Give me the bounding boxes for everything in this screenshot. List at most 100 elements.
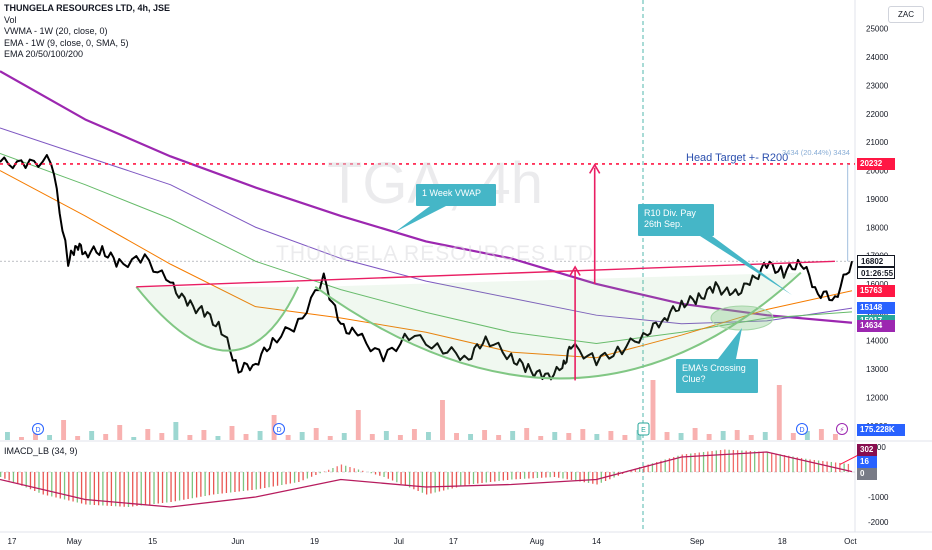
- dividend-callout[interactable]: R10 Div. Pay 26th Sep.: [638, 204, 714, 236]
- macd-histogram-bar: [80, 472, 83, 504]
- x-tick-label: Sep: [690, 537, 705, 546]
- macd-histogram-bar: [592, 472, 594, 484]
- legend-ema[interactable]: EMA - 1W (9, close, 0, SMA, 5): [4, 37, 129, 48]
- ema-callout-pointer: [718, 328, 742, 359]
- volume-bar: [790, 433, 796, 440]
- volume-bar: [369, 434, 375, 440]
- macd-legend[interactable]: IMACD_LB (34, 9): [4, 446, 78, 456]
- macd-histogram-bar: [255, 472, 257, 490]
- volume-bar: [411, 429, 417, 440]
- macd-histogram-bar: [285, 472, 287, 485]
- macd-y-tick-label: -2000: [868, 518, 889, 527]
- macd-histogram-bar: [400, 472, 402, 484]
- macd-histogram-bar: [822, 460, 824, 472]
- macd-histogram-bar: [97, 472, 100, 506]
- macd-histogram-bar: [396, 472, 398, 483]
- legend-ema-multi[interactable]: EMA 20/50/100/200: [4, 49, 84, 59]
- macd-histogram-bar: [247, 472, 249, 491]
- macd-histogram-bar: [136, 472, 138, 506]
- x-tick-label: May: [67, 537, 82, 546]
- macd-histogram-bar: [204, 472, 206, 496]
- macd-histogram-bar: [485, 472, 487, 483]
- macd-histogram-bar: [0, 472, 2, 477]
- macd-histogram-bar: [736, 450, 739, 472]
- volume-bar: [229, 426, 235, 440]
- macd-value-label: 0: [857, 468, 877, 480]
- ema-callout-line1: EMA's Crossing: [682, 363, 746, 373]
- macd-value-label: 302: [857, 444, 877, 456]
- volume-bar: [243, 434, 249, 440]
- macd-histogram-bar: [281, 472, 283, 485]
- price-label: 15148: [857, 302, 895, 315]
- macd-histogram-bar: [387, 472, 389, 479]
- macd-histogram-bar: [230, 472, 232, 493]
- volume-bar: [327, 436, 333, 440]
- y-tick-label: 16000: [866, 280, 889, 289]
- macd-histogram-bar: [293, 472, 296, 483]
- volume-bar: [594, 434, 600, 440]
- volume-bar: [173, 422, 179, 440]
- volume-bar: [47, 435, 53, 440]
- macd-histogram-bar: [310, 472, 313, 477]
- volume-value-label: 175.228K: [857, 424, 905, 436]
- macd-histogram-bar: [447, 472, 449, 490]
- macd-histogram-bar: [817, 460, 820, 472]
- macd-histogram-bar: [413, 472, 415, 490]
- macd-histogram-bar: [724, 449, 726, 472]
- macd-histogram-bar: [541, 472, 543, 478]
- macd-histogram-bar: [643, 465, 645, 472]
- macd-histogram-bar: [796, 457, 798, 472]
- macd-histogram-bar: [34, 472, 36, 491]
- macd-histogram-bar: [191, 472, 193, 499]
- macd-histogram-bar: [732, 450, 735, 472]
- volume-bar: [762, 432, 768, 440]
- macd-pane: [0, 447, 873, 508]
- macd-histogram-bar: [553, 472, 556, 477]
- volume-bars: [5, 380, 838, 440]
- macd-histogram-bar: [843, 463, 845, 472]
- symbol-title[interactable]: THUNGELA RESOURCES LTD, 4h, JSE: [4, 3, 171, 13]
- legend-vwma[interactable]: VWMA - 1W (20, close, 0): [4, 26, 108, 36]
- macd-histogram-bar: [259, 472, 262, 489]
- macd-histogram-bar: [549, 472, 551, 478]
- macd-histogram-bar: [242, 472, 245, 491]
- x-tick-label: 18: [778, 537, 787, 546]
- volume-bar: [818, 429, 824, 440]
- macd-histogram-bar: [302, 472, 304, 481]
- legend-vol[interactable]: Vol: [4, 14, 17, 25]
- ema-crossing-ellipse: [710, 305, 774, 331]
- macd-histogram-bar: [251, 472, 253, 490]
- series-ema-100: [0, 153, 853, 345]
- dividend-marker-letter: D: [35, 427, 40, 434]
- macd-histogram-bar: [489, 472, 492, 482]
- chart-legend[interactable]: THUNGELA RESOURCES LTD, 4h, JSE Vol VWMA…: [4, 3, 170, 61]
- macd-value-label: 16: [857, 456, 877, 468]
- macd-histogram-bar: [421, 472, 424, 493]
- macd-histogram-bar: [166, 472, 168, 503]
- macd-histogram-bar: [502, 472, 504, 481]
- macd-histogram-bar: [451, 472, 453, 489]
- macd-histogram-bar: [8, 472, 10, 481]
- macd-histogram-bar: [340, 464, 343, 472]
- lightning-icon: [836, 423, 848, 435]
- macd-histogram-bar: [29, 472, 32, 490]
- macd-histogram-bar: [745, 450, 747, 472]
- y-tick-label: 18000: [866, 223, 889, 232]
- volume-bar: [468, 434, 474, 440]
- macd-histogram-bar: [566, 472, 568, 480]
- ema-crossing-callout[interactable]: EMA's Crossing Clue?: [676, 359, 758, 393]
- macd-histogram-bar: [140, 472, 142, 506]
- macd-histogram-bar: [468, 472, 470, 485]
- macd-histogram-bar: [758, 451, 760, 472]
- dividend-marker-letter: D: [276, 427, 281, 434]
- macd-histogram-bar: [183, 472, 185, 500]
- dividend-callout-pointer: [700, 236, 792, 295]
- vwap-callout[interactable]: 1 Week VWAP: [416, 184, 496, 206]
- volume-bar: [397, 435, 403, 440]
- currency-button[interactable]: ZAC: [888, 6, 924, 23]
- macd-histogram-bar: [434, 472, 436, 493]
- measure-arrow-head-2: [589, 163, 601, 174]
- macd-histogram-bar: [826, 461, 828, 472]
- macd-histogram-bar: [106, 472, 108, 506]
